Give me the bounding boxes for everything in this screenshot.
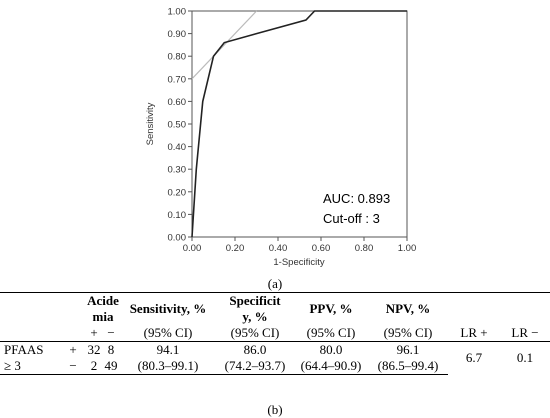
row-label-l2: ≥ 3 — [0, 358, 60, 375]
x-tick-label: 0.00 — [183, 243, 202, 254]
header-sensitivity-ci: (95% CI) — [143, 325, 193, 340]
tangent-line — [191, 10, 257, 80]
x-axis-label: 1-Specificity — [273, 257, 324, 268]
y-tick-label: 0.10 — [168, 210, 187, 221]
header-specificity-ci: (95% CI) — [230, 325, 280, 340]
x-tick-label: 0.80 — [355, 243, 374, 254]
cell-plus-plus: 32 — [86, 341, 102, 358]
caption-b: (b) — [267, 402, 283, 417]
cell-ppv: 80.0 — [294, 341, 368, 358]
cell-plus-minus: 8 — [102, 341, 120, 358]
y-tick-label: 1.00 — [168, 7, 187, 18]
cell-minus-minus: 49 — [102, 358, 120, 375]
header-plus: + — [90, 325, 98, 340]
header-row-1: Acide Sensitivity, % Specificit PPV, % N… — [0, 292, 550, 325]
cell-npv-ci: (86.5–99.4) — [368, 358, 448, 375]
cell-npv: 96.1 — [368, 341, 448, 358]
stats-table: Acide Sensitivity, % Specificit PPV, % N… — [0, 292, 550, 375]
y-tick-label: 0.00 — [168, 233, 187, 244]
header-minus: − — [107, 325, 115, 340]
axis-ticks: 0.00 0.20 0.40 0.60 0.80 1.00 0.00 0.10 0.20 0.30… — [168, 7, 417, 255]
cell-lr-neg: 0.1 — [500, 341, 550, 375]
row-sign-minus: − — [60, 358, 86, 375]
header-ppv-ci: (95% CI) — [306, 325, 356, 340]
header-specificity-l1: Specificit — [216, 292, 294, 309]
row-sign-plus: + — [60, 341, 86, 358]
y-tick-label: 0.20 — [168, 187, 187, 198]
data-row-2: ≥ 3 − 2 49 (80.3–99.1) (74.2–93.7) (64.4… — [0, 358, 550, 375]
caption-a: (a) — [267, 276, 283, 291]
series-layer — [191, 10, 407, 238]
y-axis-label: Sensitivity — [145, 102, 156, 145]
cutoff-annotation: Cut-off : 3 — [323, 211, 380, 226]
cell-specificity: 86.0 — [216, 341, 294, 358]
x-tick-label: 0.40 — [269, 243, 288, 254]
header-acidemia-l2: mia — [92, 309, 114, 324]
cell-specificity-ci: (74.2–93.7) — [216, 358, 294, 375]
header-lr-neg: LR − — [511, 325, 539, 340]
x-tick-label: 0.60 — [312, 243, 331, 254]
cell-lr-pos: 6.7 — [448, 341, 500, 375]
y-tick-label: 0.40 — [168, 142, 187, 153]
header-npv: NPV, % — [368, 292, 448, 325]
y-tick-label: 0.50 — [168, 120, 187, 131]
y-tick-label: 0.30 — [168, 165, 187, 176]
row-label-l1: PFAAS — [0, 341, 60, 358]
header-row-2: mia y, % — [0, 309, 550, 325]
header-specificity-l2: y, % — [242, 309, 268, 324]
header-npv-ci: (95% CI) — [383, 325, 433, 340]
y-tick-label: 0.90 — [168, 29, 187, 40]
y-tick-label: 0.60 — [168, 97, 187, 108]
cell-sensitivity: 94.1 — [120, 341, 216, 358]
y-tick-label: 0.70 — [168, 74, 187, 85]
y-tick-label: 0.80 — [168, 52, 187, 63]
header-acidemia-l1: Acide — [86, 292, 120, 309]
roc-curve — [191, 10, 407, 238]
data-row-1: PFAAS + 32 8 94.1 86.0 80.0 96.1 6.7 0.1 — [0, 341, 550, 375]
auc-annotation: AUC: 0.893 — [323, 191, 390, 206]
cell-sensitivity-ci: (80.3–99.1) — [120, 358, 216, 375]
x-tick-label: 0.20 — [226, 243, 245, 254]
cell-minus-plus: 2 — [86, 358, 102, 375]
header-lr-pos: LR + — [460, 325, 488, 340]
header-sensitivity: Sensitivity, % — [120, 292, 216, 325]
header-ppv: PPV, % — [294, 292, 368, 325]
cell-ppv-ci: (64.4–90.9) — [294, 358, 368, 375]
x-tick-label: 1.00 — [398, 243, 417, 254]
roc-chart: 0.00 0.20 0.40 0.60 0.80 1.00 0.00 0.10 0.20 0.30… — [145, 7, 417, 269]
header-row-3: + − (95% CI) (95% CI) (95% CI) (95% CI) … — [0, 325, 550, 342]
